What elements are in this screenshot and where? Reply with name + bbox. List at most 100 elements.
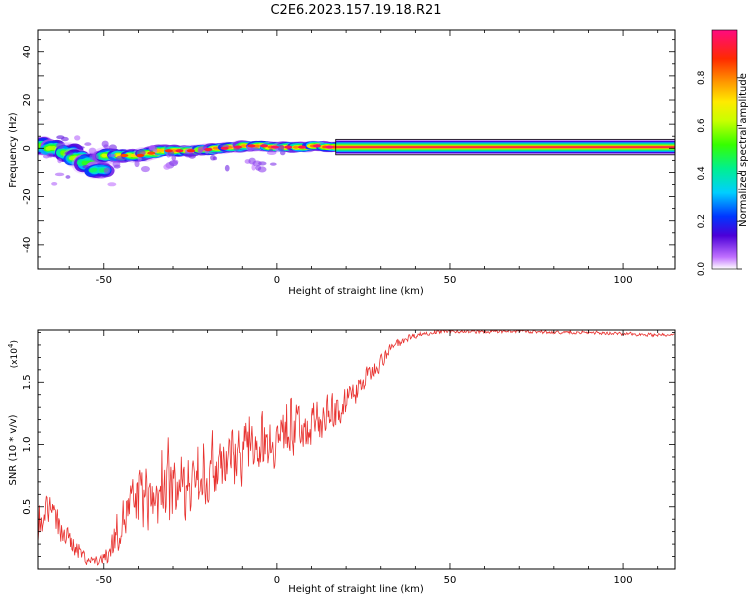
spectrogram-peak bbox=[260, 144, 269, 148]
spectrogram-speck bbox=[137, 155, 142, 163]
spectrogram-speck bbox=[252, 160, 262, 167]
spectrogram-speck bbox=[65, 175, 71, 179]
colorbar-label: Normalized spectral amplitude bbox=[738, 73, 749, 227]
spectrogram-speck bbox=[107, 182, 117, 187]
spectrogram-speck bbox=[42, 154, 50, 159]
y-tick-label: 40 bbox=[22, 45, 33, 58]
spectrogram-cell bbox=[130, 153, 137, 158]
snr-frame bbox=[37, 329, 676, 570]
colorbar-tick-label: 0.4 bbox=[697, 166, 707, 181]
spectrogram-speck bbox=[172, 159, 179, 164]
y-tick-label: -40 bbox=[22, 237, 33, 253]
spectrogram-peak bbox=[312, 144, 321, 148]
spectrogram-cell bbox=[158, 148, 165, 153]
spectrogram-peak bbox=[233, 145, 242, 149]
spectrogram-speck bbox=[197, 149, 203, 154]
spectrogram-peak bbox=[298, 145, 307, 149]
spectrogram-speck bbox=[89, 153, 99, 161]
x-tick-label: 100 bbox=[614, 575, 633, 586]
spectrogram-peak bbox=[175, 149, 184, 153]
spectrogram-peak bbox=[284, 145, 293, 149]
colorbar-tick-label: 0.0 bbox=[697, 262, 707, 277]
colorbar-ticks: 0.0 0.2 0.4 0.6 0.8 bbox=[697, 70, 742, 276]
snr-y-label: SNR (10 * v/v) bbox=[8, 414, 19, 485]
spectrogram-peak bbox=[136, 153, 145, 158]
spectrogram-speck bbox=[84, 142, 92, 146]
spectrogram-speck bbox=[266, 150, 277, 156]
y-tick-label: 1.0 bbox=[22, 437, 33, 453]
spectrogram-speck bbox=[163, 164, 171, 170]
spectrogram-speck bbox=[250, 147, 260, 151]
spectrogram-y-label: Frequency (Hz) bbox=[8, 112, 19, 188]
spectrogram-speck bbox=[112, 160, 121, 168]
snr-x-label: Height of straight line (km) bbox=[288, 584, 424, 595]
spectrogram-peak bbox=[120, 153, 129, 158]
spectrogram-peak bbox=[147, 151, 156, 155]
spectrogram-speck bbox=[61, 136, 69, 142]
spectrogram-speck bbox=[74, 135, 81, 141]
spectrogram-cell bbox=[101, 153, 108, 158]
spectrogram-speck bbox=[140, 165, 150, 173]
snr-series-line bbox=[38, 330, 675, 566]
snr-panel: -50 0 50 100 0.5 1.0 1.5 Height of straight li… bbox=[7, 329, 676, 595]
x-tick-label: 0 bbox=[274, 275, 280, 286]
spectrogram-speck bbox=[108, 144, 117, 152]
spectrogram-speck bbox=[188, 152, 197, 159]
spectrogram-speck bbox=[277, 144, 285, 151]
spectrogram-cell bbox=[240, 144, 247, 148]
spectrogram-peak bbox=[204, 147, 213, 152]
spectrogram-peak bbox=[220, 146, 229, 150]
snr-y-exponent: (x104) bbox=[7, 340, 20, 368]
spectrogram-speck bbox=[56, 142, 65, 150]
spectrogram-speck bbox=[54, 172, 65, 177]
spectrogram-speck bbox=[171, 155, 177, 161]
spectrogram-band bbox=[335, 146, 675, 148]
spectrogram-speck bbox=[255, 165, 262, 171]
spectrogram-x-label: Height of straight line (km) bbox=[288, 286, 424, 297]
spectrogram-peak bbox=[270, 145, 279, 149]
figure-title: C2E6.2023.157.19.18.R21 bbox=[270, 3, 441, 18]
spectrogram-frame bbox=[37, 29, 676, 270]
spectrogram-peak bbox=[325, 145, 334, 149]
spectrogram-speck bbox=[51, 181, 58, 186]
spectrogram-speck bbox=[103, 167, 111, 174]
spectrogram-cell bbox=[254, 144, 261, 148]
x-tick-label: 50 bbox=[444, 275, 457, 286]
colorbar-tick-label: 0.2 bbox=[697, 214, 707, 228]
spectrogram-speck bbox=[108, 153, 117, 158]
spectrogram-panel: -50 0 50 100 -40 -20 0 20 40 Height of straight … bbox=[8, 29, 676, 297]
spectrogram-speck bbox=[224, 164, 230, 172]
y-tick-label: 20 bbox=[22, 94, 33, 107]
x-tick-label: 0 bbox=[274, 575, 280, 586]
colorbar: 0.0 0.2 0.4 0.6 0.8 Normalized spectral ampl… bbox=[697, 29, 749, 276]
colorbar-gradient bbox=[711, 29, 738, 270]
spectrogram-speck bbox=[212, 156, 218, 161]
spectrogram-speck bbox=[88, 147, 97, 155]
spectrogram-speck bbox=[269, 162, 277, 166]
colorbar-tick-label: 0.8 bbox=[697, 70, 707, 85]
spectrogram-cell bbox=[292, 145, 299, 149]
spectrogram-peak bbox=[186, 149, 195, 153]
spectrogram-cell bbox=[50, 146, 57, 151]
spectrogram-peak bbox=[164, 149, 173, 153]
spectrogram-band-outline bbox=[335, 138, 675, 156]
y-tick-label: 0 bbox=[22, 145, 33, 151]
spectrogram-cell bbox=[91, 167, 98, 172]
x-tick-label: -50 bbox=[96, 575, 112, 586]
spectrogram-speck bbox=[101, 140, 109, 148]
spectrogram-speck bbox=[82, 165, 90, 169]
spectrogram-speck bbox=[279, 150, 286, 156]
spectrogram-speck bbox=[57, 158, 62, 164]
spectrogram-heatmap bbox=[38, 135, 675, 187]
spectrogram-peak bbox=[247, 144, 256, 148]
spectrogram-speck bbox=[148, 144, 156, 151]
y-tick-label: 1.5 bbox=[22, 374, 33, 390]
spectrogram-speck bbox=[75, 146, 85, 150]
x-tick-label: 50 bbox=[444, 575, 457, 586]
spectrogram-axes: -50 0 50 100 -40 -20 0 20 40 bbox=[22, 30, 675, 286]
x-tick-label: -50 bbox=[96, 275, 112, 286]
x-tick-label: 100 bbox=[614, 275, 633, 286]
snr-axes: -50 0 50 100 0.5 1.0 1.5 bbox=[22, 330, 675, 586]
spectrogram-speck bbox=[134, 160, 140, 168]
